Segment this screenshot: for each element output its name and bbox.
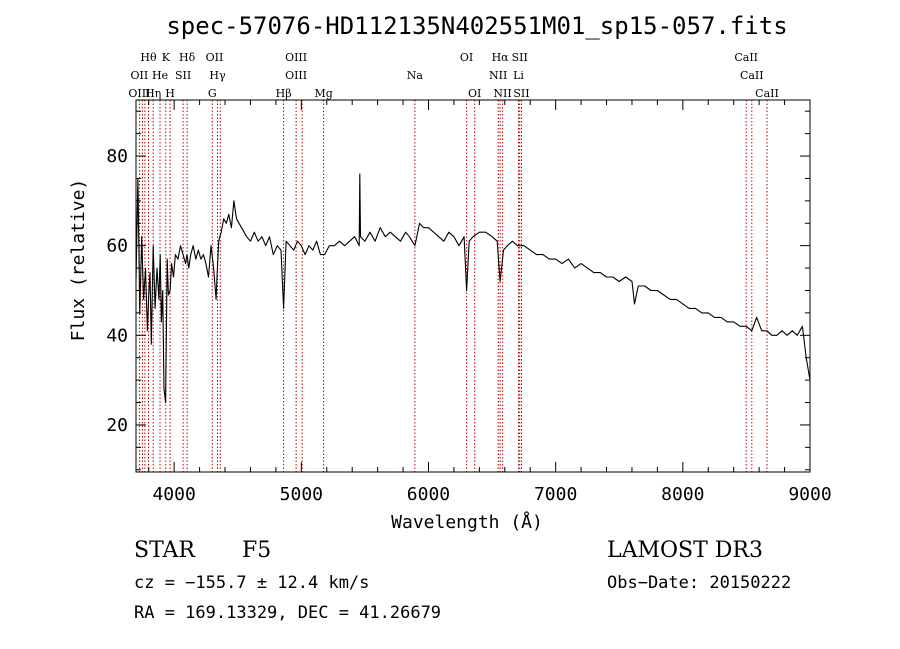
- y-tick-label: 20: [106, 415, 128, 436]
- line-label: OII: [206, 51, 224, 64]
- line-label: Hα: [492, 51, 510, 64]
- line-label: Hθ: [140, 51, 157, 64]
- line-label: Mg: [314, 87, 332, 100]
- line-label: OI: [468, 87, 481, 100]
- line-label: Hη: [145, 87, 161, 100]
- line-label: OIII: [285, 69, 307, 82]
- line-label: G: [208, 87, 217, 100]
- line-label: CaII: [755, 87, 779, 100]
- x-tick-label: 6000: [407, 484, 450, 505]
- line-label: Li: [513, 69, 524, 82]
- x-axis-label: Wavelength (Å): [391, 511, 543, 533]
- line-label: SII: [512, 51, 528, 64]
- object-class: STAR: [134, 538, 195, 563]
- survey-name: LAMOST DR3: [607, 538, 763, 563]
- line-label: NII: [493, 87, 511, 100]
- line-label: OIII: [285, 51, 307, 64]
- x-tick-label: 8000: [661, 484, 704, 505]
- coordinates-text: RA = 169.13329, DEC = 41.26679: [134, 603, 442, 623]
- x-tick-label: 5000: [280, 484, 323, 505]
- line-label: Hγ: [209, 69, 226, 82]
- obs-date-text: Obs−Date: 20150222: [607, 573, 792, 593]
- y-tick-label: 80: [106, 146, 128, 167]
- flux-trace: [135, 173, 811, 404]
- chart-title: spec-57076-HD112135N402551M01_sp15-057.f…: [166, 12, 787, 40]
- line-label: K: [162, 51, 171, 64]
- line-label: NII: [489, 69, 507, 82]
- line-label: CaII: [740, 69, 764, 82]
- line-label: H: [165, 87, 175, 100]
- y-tick-label: 60: [106, 236, 128, 257]
- object-subclass: F5: [242, 538, 272, 563]
- line-label: Hβ: [276, 87, 292, 100]
- line-label: Na: [407, 69, 424, 82]
- line-label: SII: [175, 69, 191, 82]
- x-tick-label: 9000: [788, 484, 831, 505]
- plot-frame: [135, 99, 811, 473]
- x-tick-label: 7000: [534, 484, 577, 505]
- redshift-text: cz = −155.7 ± 12.4 km/s: [134, 573, 370, 593]
- y-tick-label: 40: [106, 325, 128, 346]
- x-tick-label: 4000: [152, 484, 195, 505]
- line-label: OIII: [128, 87, 150, 100]
- line-label: SII: [513, 87, 529, 100]
- line-label: OI: [460, 51, 473, 64]
- line-label: CaII: [734, 51, 758, 64]
- y-axis-label: Flux (relative): [68, 179, 89, 342]
- line-label: He: [152, 69, 168, 82]
- line-label: Hδ: [179, 51, 196, 64]
- line-label: OII: [131, 69, 149, 82]
